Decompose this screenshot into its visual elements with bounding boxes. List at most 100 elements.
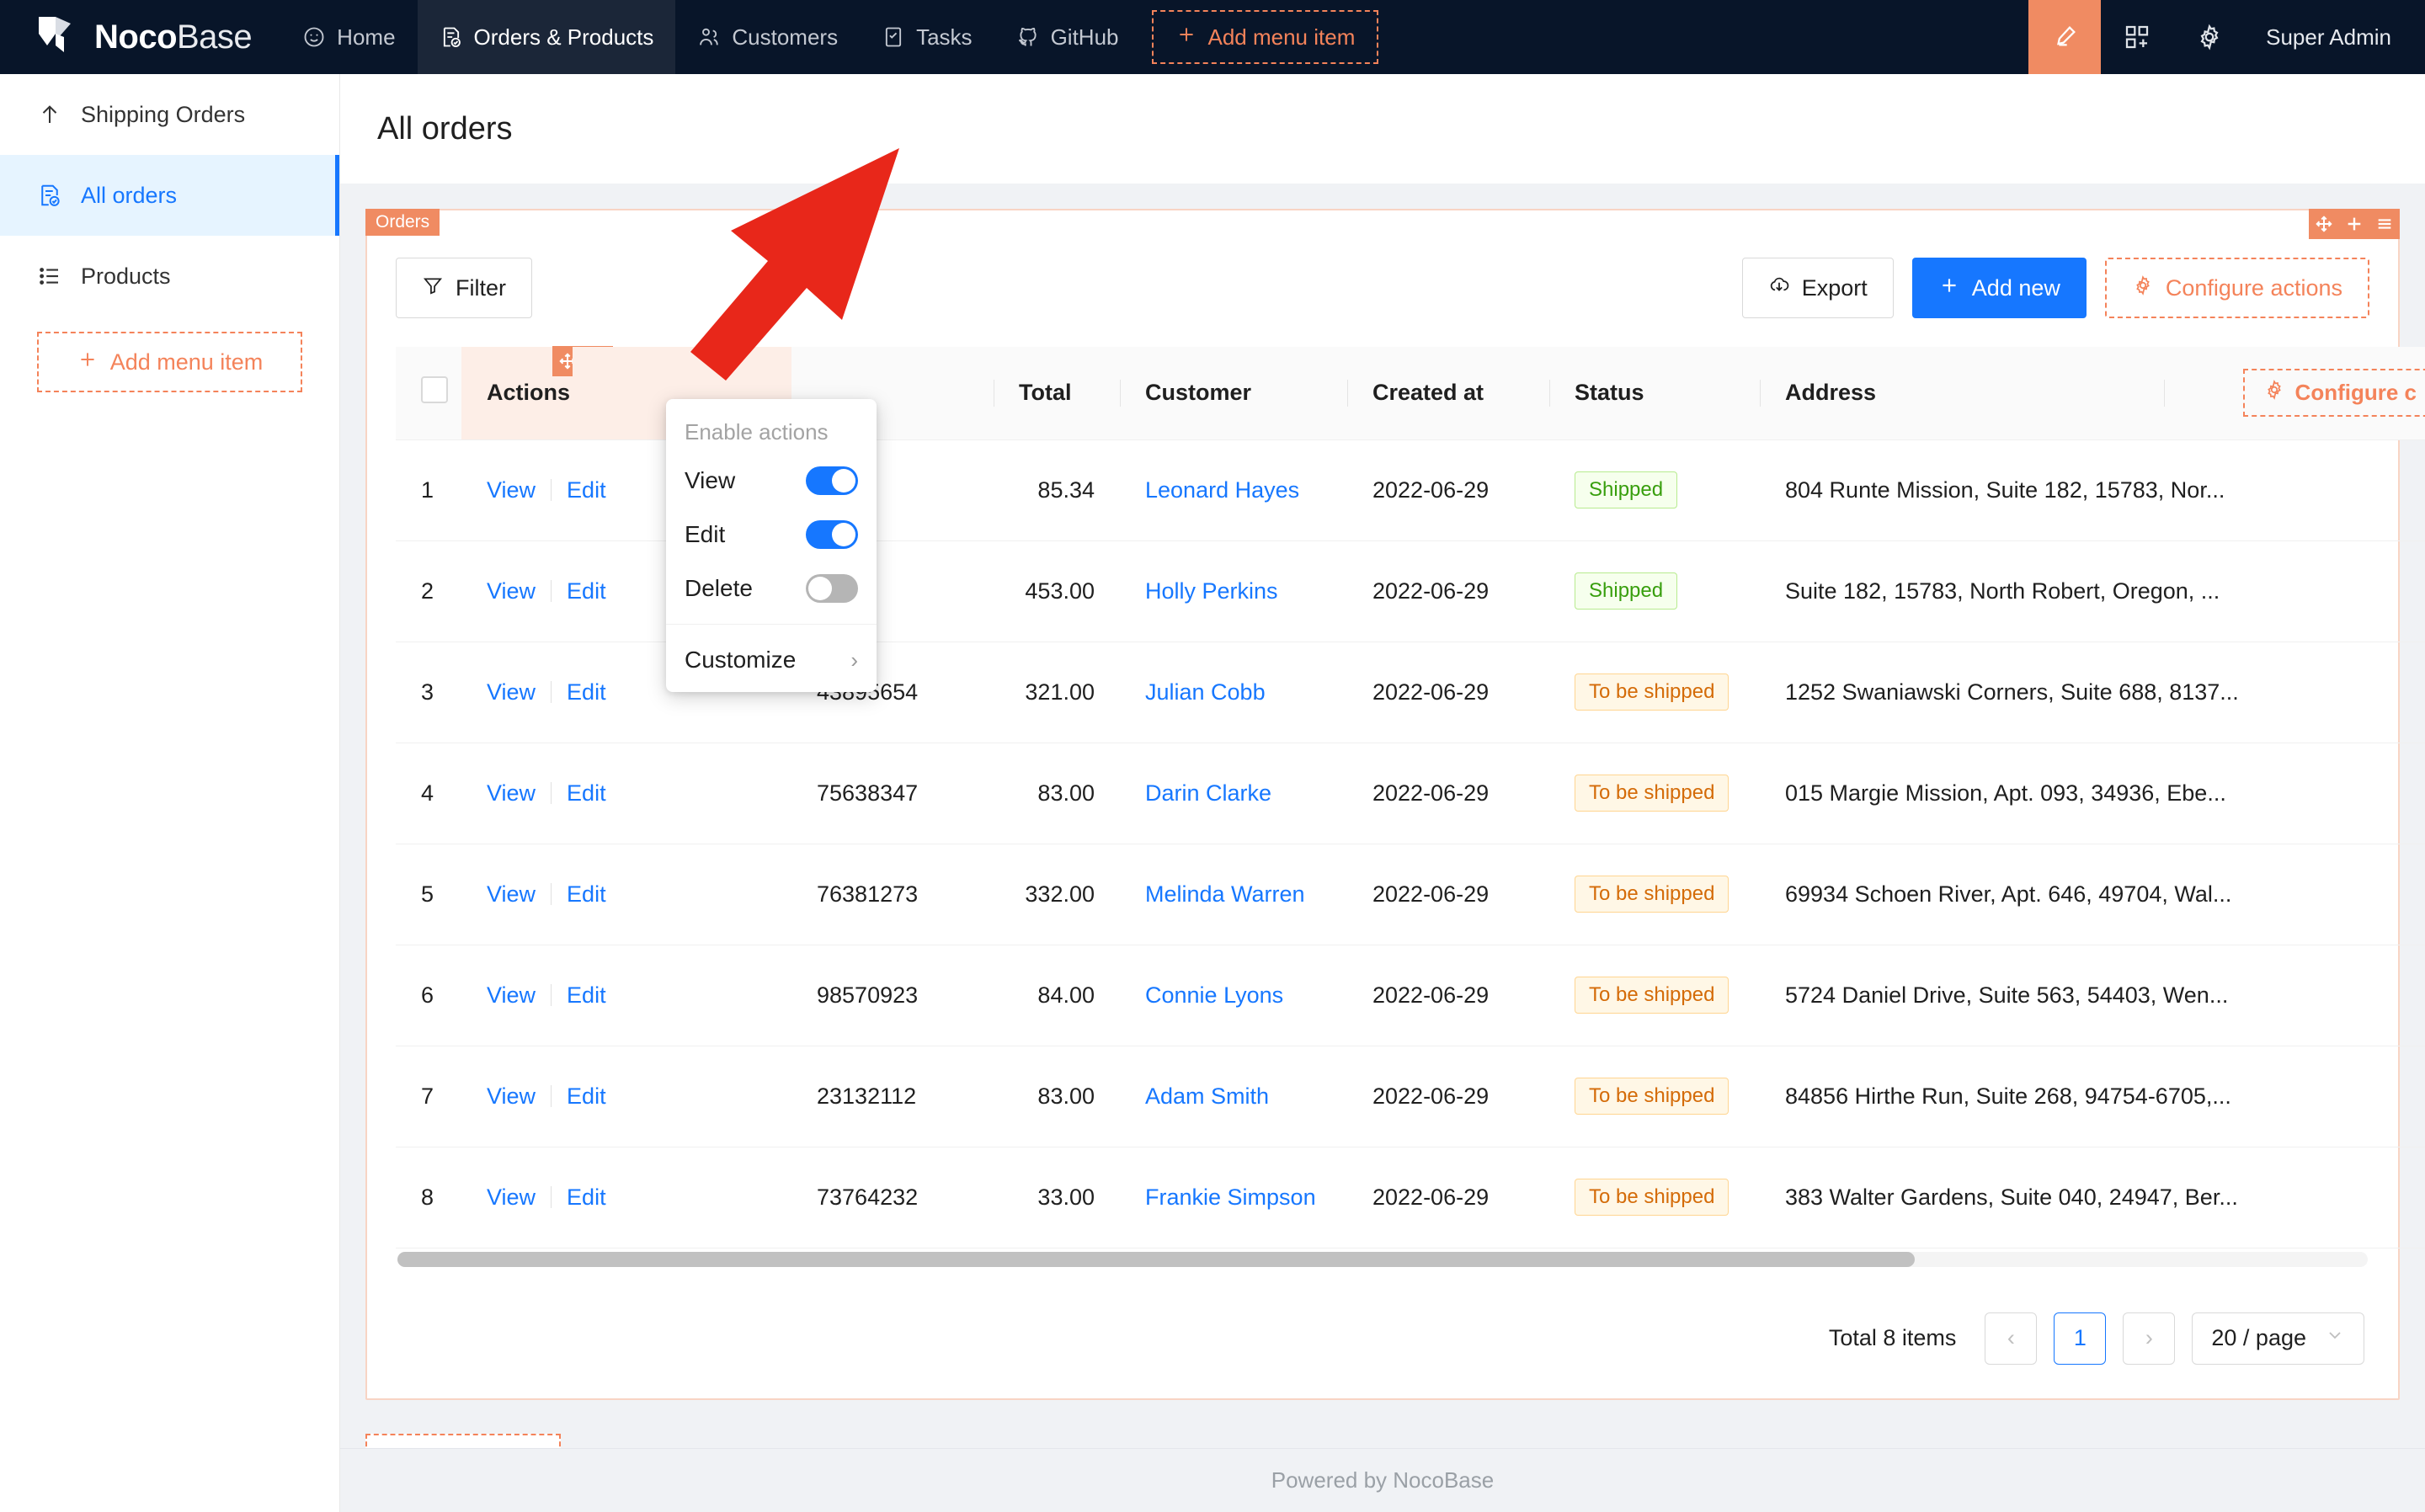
sidebar-item-products[interactable]: Products — [0, 236, 339, 317]
configure-actions-button[interactable]: Configure actions — [2104, 258, 2369, 318]
row-actions: View Edit — [487, 1185, 766, 1211]
plus-icon — [1938, 274, 1960, 302]
highlight-pen-icon[interactable] — [2028, 0, 2102, 74]
drag-move-icon[interactable] — [2309, 209, 2339, 239]
add-block-plus-icon[interactable] — [2339, 209, 2369, 239]
nav-item-orders-and-products[interactable]: Orders & Products — [417, 0, 676, 74]
customer-link[interactable]: Frankie Simpson — [1145, 1184, 1316, 1210]
row-view-link[interactable]: View — [487, 881, 536, 907]
table-horizontal-scrollbar[interactable] — [396, 1248, 2369, 1270]
edit-toggle-switch[interactable] — [806, 520, 858, 549]
row-edit-link[interactable]: Edit — [567, 578, 606, 604]
topnav-add-menu-item-button[interactable]: Add menu item — [1152, 10, 1379, 64]
nav-item-label: GitHub — [1050, 24, 1119, 50]
table-row[interactable]: 6 View Edit 98570923 84.00 Connie Lyons — [396, 945, 2425, 1046]
row-edit-link[interactable]: Edit — [567, 982, 606, 1008]
pagination-page-1[interactable]: 1 — [2054, 1312, 2107, 1365]
sidebar-add-menu-item-button[interactable]: Add menu item — [37, 332, 302, 392]
top-nav-items: Home Orders & Products Customers — [280, 0, 1379, 74]
pagination-prev-button[interactable]: ‹ — [1985, 1312, 2038, 1365]
order-doc-icon — [440, 25, 463, 49]
add-new-button[interactable]: Add new — [1911, 258, 2087, 318]
scrollbar-track[interactable] — [397, 1251, 2368, 1267]
customer-link[interactable]: Leonard Hayes — [1145, 476, 1300, 503]
brand-logo-area[interactable]: NocoBase — [0, 0, 280, 74]
user-name-label: Super Admin — [2266, 24, 2391, 50]
pagination-next-button[interactable]: › — [2123, 1312, 2176, 1365]
select-all-checkbox[interactable] — [421, 376, 448, 404]
plugin-blocks-icon[interactable] — [2101, 0, 2173, 74]
table-row[interactable]: 8 View Edit 73764232 33.00 Frankie Simp — [396, 1147, 2425, 1248]
customer-link[interactable]: Julian Cobb — [1145, 679, 1266, 705]
row-view-link[interactable]: View — [487, 578, 536, 604]
nav-item-home[interactable]: Home — [280, 0, 417, 74]
row-edit-link[interactable]: Edit — [567, 881, 606, 907]
view-toggle-switch[interactable] — [806, 466, 858, 495]
row-customer: Connie Lyons — [1120, 945, 1347, 1046]
customer-link[interactable]: Melinda Warren — [1145, 881, 1305, 907]
export-button[interactable]: Export — [1741, 258, 1894, 318]
sidebar-item-shipping-orders[interactable]: Shipping Orders — [0, 74, 339, 155]
row-address: 1252 Swaniawski Corners, Suite 688, 8137… — [1760, 642, 2425, 743]
filter-button[interactable]: Filter — [396, 258, 532, 318]
main-content: All orders Orders — [340, 74, 2425, 1512]
page-size-select[interactable]: 20 / page — [2192, 1312, 2364, 1365]
column-header-address: Address — [1760, 347, 2164, 440]
row-total: 33.00 — [994, 1147, 1120, 1248]
customer-link[interactable]: Holly Perkins — [1145, 578, 1278, 604]
customer-link[interactable]: Adam Smith — [1145, 1083, 1270, 1109]
sidebar-item-all-orders[interactable]: All orders — [0, 155, 339, 236]
row-customer: Darin Clarke — [1120, 743, 1347, 844]
customer-link[interactable]: Connie Lyons — [1145, 982, 1284, 1008]
dropdown-item-edit[interactable]: Edit — [666, 508, 877, 562]
row-customer: Holly Perkins — [1120, 540, 1347, 642]
row-view-link[interactable]: View — [487, 1083, 536, 1109]
table-row[interactable]: 5 View Edit 76381273 332.00 Melinda War — [396, 844, 2425, 945]
scrollbar-thumb[interactable] — [397, 1251, 1915, 1267]
row-created-at: 2022-06-29 — [1347, 642, 1549, 743]
row-actions-cell: View Edit — [461, 844, 791, 945]
row-edit-link[interactable]: Edit — [567, 780, 606, 806]
orders-table-block: Orders Filter — [365, 209, 2425, 1400]
row-edit-link[interactable]: Edit — [567, 1184, 606, 1210]
dropdown-item-delete[interactable]: Delete — [666, 562, 877, 615]
row-view-link[interactable]: View — [487, 982, 536, 1008]
configure-columns-label: Configure c — [2294, 380, 2417, 406]
table-body: 1 View Edit 85.34 Leonard Hayes — [396, 439, 2425, 1248]
nav-item-customers[interactable]: Customers — [675, 0, 860, 74]
gear-icon[interactable] — [2173, 0, 2246, 74]
row-edit-link[interactable]: Edit — [567, 679, 606, 705]
block-toolbar: Filter Export Add new — [396, 258, 2369, 318]
customer-link[interactable]: Darin Clarke — [1145, 780, 1272, 806]
row-order-number: 23132112 — [791, 1046, 994, 1147]
nav-item-tasks[interactable]: Tasks — [860, 0, 994, 74]
row-total: 332.00 — [994, 844, 1120, 945]
row-created-at: 2022-06-29 — [1347, 743, 1549, 844]
row-view-link[interactable]: View — [487, 476, 536, 503]
block-menu-icon[interactable] — [2369, 209, 2400, 239]
row-view-link[interactable]: View — [487, 1184, 536, 1210]
nav-item-github[interactable]: GitHub — [994, 0, 1141, 74]
table-row[interactable]: 7 View Edit 23132112 83.00 Adam Smith — [396, 1046, 2425, 1147]
table-row[interactable]: 3 View Edit 43895654 321.00 Julian Cobb — [396, 642, 2425, 743]
row-view-link[interactable]: View — [487, 780, 536, 806]
people-icon — [697, 25, 721, 49]
export-cloud-download-icon — [1768, 274, 1790, 302]
table-row[interactable]: 1 View Edit 85.34 Leonard Hayes — [396, 439, 2425, 541]
delete-toggle-switch[interactable] — [806, 574, 858, 603]
row-view-link[interactable]: View — [487, 679, 536, 705]
row-address: 84856 Hirthe Run, Suite 268, 94754-6705,… — [1760, 1046, 2425, 1147]
row-actions: View Edit — [487, 578, 766, 604]
row-edit-link[interactable]: Edit — [567, 476, 606, 503]
configure-columns-button[interactable]: Configure c — [2242, 369, 2425, 418]
user-menu[interactable]: Super Admin — [2246, 0, 2425, 74]
row-edit-link[interactable]: Edit — [567, 1083, 606, 1109]
nav-item-label: Home — [337, 24, 396, 50]
row-action-divider — [551, 681, 552, 703]
table-row[interactable]: 4 View Edit 75638347 83.00 Darin Clarke — [396, 743, 2425, 844]
nocobase-logo-icon — [34, 15, 79, 59]
toggle-knob — [832, 523, 855, 546]
dropdown-item-customize[interactable]: Customize › — [666, 633, 877, 687]
nav-item-label: Customers — [732, 24, 839, 50]
dropdown-item-view[interactable]: View — [666, 454, 877, 508]
